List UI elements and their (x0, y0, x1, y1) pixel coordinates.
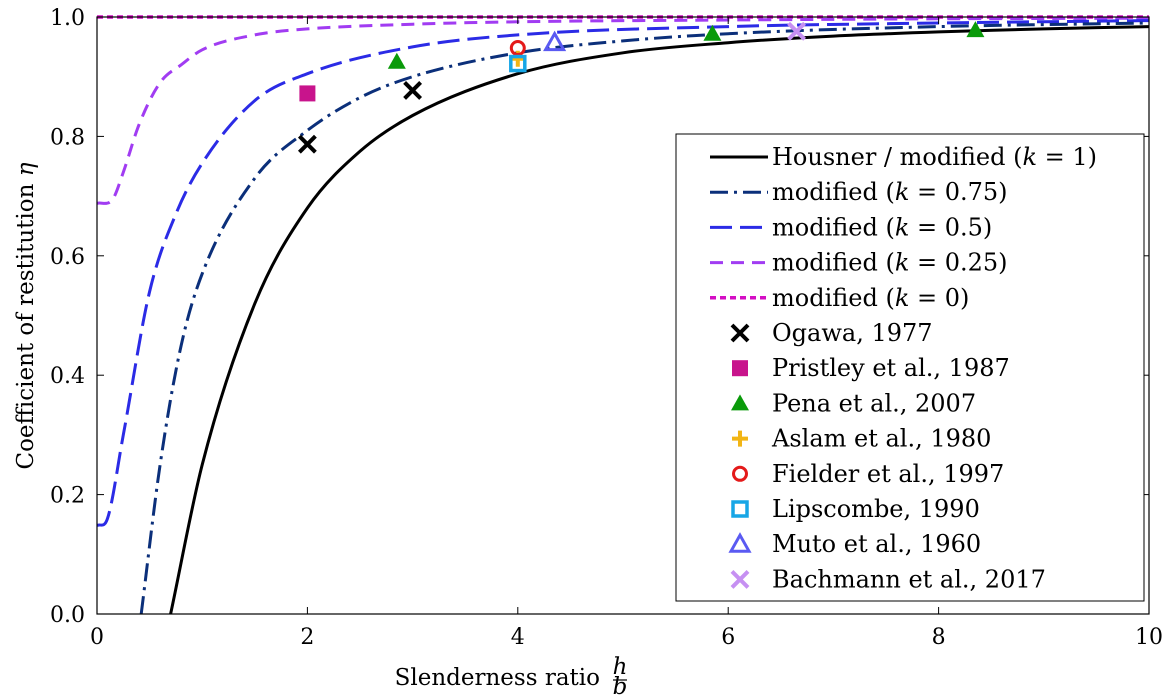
legend-entry-2: modified (k = 0.5) (710, 213, 992, 241)
plot-frame (96, 16, 1150, 615)
x-tick-label-0: 0 (90, 625, 104, 650)
marker-2-2-shape (966, 21, 985, 38)
legend-label-8: Aslam et al., 1980 (771, 425, 991, 453)
y-tick-label-0: 0.0 (50, 603, 85, 628)
legend-marker-10 (731, 500, 749, 518)
legend: Housner / modified (k = 1) modified (k = … (675, 133, 1145, 602)
marker-6-0 (543, 30, 567, 52)
y-tick-label-4: 0.8 (50, 125, 85, 150)
legend-entry-3: modified (k = 0.25) (710, 249, 1008, 277)
y-tick-label-5: 1.0 (50, 6, 85, 31)
legend-label-0: Housner / modified (k = 1) (772, 143, 1097, 171)
x-axis-label: Slenderness ratio h b (395, 654, 628, 695)
legend-marker-8-shape (732, 430, 748, 447)
series-line-k-0_75 (139, 21, 1149, 614)
legend-label-4: modified (k = 0) (772, 284, 969, 312)
legend-marker-6-shape (732, 360, 748, 377)
legend-label-10: Lipscombe, 1990 (772, 495, 980, 523)
marker-0-1 (403, 81, 423, 100)
legend-label-3: modified (k = 0.25) (772, 249, 1008, 277)
x-axis-frac-b: b (613, 674, 628, 695)
marker-2-1 (703, 24, 722, 41)
legend-marker-8 (732, 430, 748, 447)
legend-marker-7 (731, 394, 749, 411)
marker-0-1-shape (403, 81, 423, 100)
marker-7-0 (787, 21, 806, 41)
legend-label-11: Muto et al., 1960 (772, 530, 981, 558)
svg-text:Coefficient of restitution η: Coefficient of restitution η (13, 162, 39, 469)
legend-label-7: Pena et al., 2007 (772, 389, 976, 417)
legend-entry-0: Housner / modified (k = 1) (710, 143, 1097, 171)
legend-entry-1: modified (k = 0.75) (710, 178, 1008, 206)
legend-marker-5-shape (730, 323, 750, 343)
legend-entry-11: Muto et al., 1960 (728, 530, 981, 558)
series-line-k-1 (169, 25, 1149, 614)
legend-label-12: Bachmann et al., 2017 (772, 565, 1046, 593)
legend-marker-12-shape (730, 569, 750, 589)
legend-marker-5 (730, 323, 750, 343)
legend-marker-7-shape (731, 394, 749, 411)
x-tick-label-2: 4 (511, 625, 525, 650)
marker-6-0-shape (543, 30, 567, 52)
svg-text:Slenderness ratio: Slenderness ratio (395, 665, 600, 691)
y-tick-label-3: 0.6 (50, 245, 85, 270)
marker-5-0 (509, 54, 527, 73)
axis-ticks: 0 2 4 6 8 10 0.0 0.2 0.4 0.6 0.8 1.0 (50, 6, 1163, 650)
legend-marker-10-shape (731, 500, 749, 518)
legend-entry-12: Bachmann et al., 2017 (730, 565, 1046, 593)
legend-entry-8: Aslam et al., 1980 (732, 425, 991, 453)
marker-4-0-shape (509, 40, 526, 57)
marker-4-0 (509, 40, 526, 57)
legend-entry-5: Ogawa, 1977 (730, 319, 933, 347)
series-line-k-0_25 (97, 16, 1149, 205)
legend-label-5: Ogawa, 1977 (772, 319, 933, 347)
legend-entry-10: Lipscombe, 1990 (731, 495, 980, 523)
x-tick-label-3: 6 (721, 625, 735, 650)
x-tick-label-5: 10 (1135, 625, 1163, 650)
legend-entry-7: Pena et al., 2007 (731, 389, 976, 417)
marker-0-0 (297, 134, 317, 154)
marker-1-0-shape (299, 85, 316, 102)
y-tick-label-2: 0.4 (50, 364, 85, 389)
legend-entry-9: Fielder et al., 1997 (732, 460, 1004, 488)
marker-0-0-shape (297, 134, 317, 154)
legend-label-9: Fielder et al., 1997 (772, 460, 1004, 488)
legend-entry-4: modified (k = 0) (710, 284, 969, 312)
legend-marker-9-shape (732, 465, 748, 482)
marker-2-1-shape (703, 24, 722, 41)
marker-7-0-shape (787, 21, 806, 41)
series-line-k-0_5 (97, 19, 1149, 527)
marker-5-0-shape (509, 54, 527, 73)
y-tick-label-1: 0.2 (50, 484, 85, 509)
legend-label-2: modified (k = 0.5) (772, 213, 992, 241)
marker-2-0 (387, 52, 406, 69)
legend-label-6: Pristley et al., 1987 (772, 354, 1010, 382)
y-axis-label: Coefficient of restitution η (13, 162, 39, 469)
legend-marker-9 (732, 465, 748, 482)
legend-marker-6 (732, 360, 748, 377)
legend-marker-11 (728, 532, 752, 553)
x-axis-frac-h: h (613, 654, 628, 680)
x-tick-label-1: 2 (300, 625, 314, 650)
legend-marker-12 (730, 569, 750, 589)
legend-marker-11-shape (728, 532, 752, 553)
legend-label-1: modified (k = 0.75) (772, 178, 1008, 206)
x-tick-label-4: 8 (932, 625, 946, 650)
data-markers (297, 21, 985, 154)
legend-entry-6: Pristley et al., 1987 (732, 354, 1010, 382)
marker-1-0 (299, 85, 316, 102)
marker-2-2 (966, 21, 985, 38)
marker-2-0-shape (387, 52, 406, 69)
legend-frame (675, 133, 1145, 602)
